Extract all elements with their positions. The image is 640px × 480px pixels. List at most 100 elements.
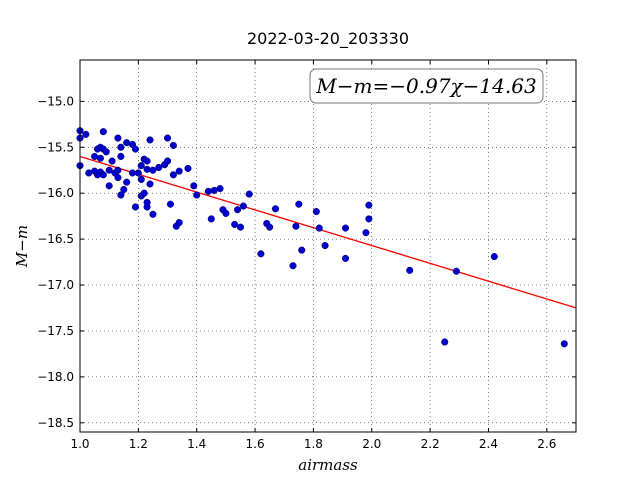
data-point	[123, 139, 131, 147]
data-point	[216, 185, 224, 193]
data-point	[175, 167, 183, 175]
annotation-box	[309, 68, 544, 104]
data-point	[184, 164, 192, 172]
data-point	[271, 205, 280, 213]
data-point	[193, 191, 201, 199]
data-point	[298, 246, 306, 254]
x-tick-label: 2.2	[421, 437, 440, 451]
y-tick-label: −15.0	[37, 94, 74, 108]
data-point	[137, 162, 145, 170]
data-point	[295, 200, 303, 208]
data-point	[169, 171, 177, 179]
data-point	[137, 175, 145, 183]
data-point	[169, 141, 177, 149]
data-point	[99, 171, 107, 179]
chart-title: 2022-03-20_203330	[247, 29, 409, 49]
fit-annotation: M−m=−0.97χ−14.63	[309, 68, 544, 104]
data-point	[105, 182, 113, 190]
data-point	[292, 222, 300, 230]
x-tick-label: 2.4	[479, 437, 498, 451]
data-point	[210, 186, 218, 194]
fit-line	[79, 155, 577, 309]
data-point	[163, 134, 172, 142]
data-point	[143, 203, 151, 211]
x-tick-label: 1.6	[246, 437, 265, 451]
data-point	[315, 224, 323, 232]
data-point	[91, 152, 99, 160]
data-point	[321, 241, 329, 250]
data-point	[82, 130, 90, 138]
data-point	[452, 267, 460, 275]
plot-frame	[79, 59, 577, 433]
data-point	[166, 200, 174, 208]
y-tick-label: −17.5	[37, 324, 74, 338]
data-point	[146, 180, 154, 188]
data-point	[231, 220, 239, 228]
x-tick-label: 1.8	[304, 437, 323, 451]
data-point	[123, 178, 131, 186]
data-point	[143, 157, 151, 165]
data-point	[99, 128, 107, 136]
data-point	[149, 210, 157, 218]
y-tick-label: −15.5	[37, 140, 74, 154]
data-point	[362, 229, 370, 237]
data-point	[105, 166, 113, 174]
data-point	[312, 208, 320, 216]
data-point	[108, 157, 116, 165]
data-point	[490, 253, 498, 261]
x-tick-label: 1.0	[70, 437, 89, 451]
y-tick-label: −18.5	[37, 416, 74, 430]
data-point	[239, 202, 247, 210]
data-point	[117, 143, 125, 151]
x-tick-label: 2.6	[537, 437, 556, 451]
fit-equation: M−m=−0.97χ−14.63	[315, 74, 536, 98]
data-point	[441, 338, 449, 346]
data-points	[76, 127, 568, 348]
data-point	[266, 223, 274, 231]
data-point	[365, 201, 373, 209]
data-point	[114, 166, 122, 174]
data-point	[204, 187, 212, 195]
data-point	[175, 219, 183, 227]
data-point	[257, 250, 265, 258]
axis-ticks: 1.0 1.2 1.4 1.6 1.8 2.0 2.2 2.4 2.6 −15.0 −15.5 −16…	[37, 60, 576, 451]
data-point	[146, 136, 154, 144]
data-point	[117, 191, 125, 199]
data-point	[406, 266, 414, 274]
x-tick-label: 1.2	[129, 437, 148, 451]
data-point	[365, 215, 373, 223]
data-point	[96, 154, 104, 162]
data-point	[341, 254, 350, 262]
y-tick-label: −16.5	[37, 232, 74, 246]
data-point	[245, 190, 253, 198]
data-point	[149, 166, 157, 174]
fit-line-group	[79, 155, 577, 309]
x-axis-label: airmass	[298, 456, 358, 474]
data-point	[341, 224, 350, 232]
data-point	[560, 340, 568, 348]
y-tick-label: −16.0	[37, 186, 74, 200]
data-point	[120, 185, 128, 194]
data-point	[143, 165, 151, 173]
y-tick-label: −17.0	[37, 278, 74, 292]
data-point	[85, 169, 93, 177]
data-point	[163, 157, 172, 165]
data-point	[114, 174, 122, 182]
data-point	[140, 189, 148, 197]
data-point	[155, 163, 163, 172]
x-tick-label: 2.0	[362, 437, 381, 451]
data-point	[207, 215, 215, 223]
y-axis-label: M−m	[13, 225, 31, 268]
data-point	[131, 145, 139, 153]
data-point	[117, 152, 125, 160]
y-tick-label: −18.0	[37, 370, 74, 384]
data-point	[234, 206, 242, 214]
data-point	[114, 134, 122, 142]
data-point	[134, 169, 142, 177]
x-tick-label: 1.4	[187, 437, 206, 451]
data-point	[222, 209, 230, 217]
data-point	[102, 148, 110, 156]
data-point	[190, 182, 198, 190]
data-point	[236, 223, 245, 231]
